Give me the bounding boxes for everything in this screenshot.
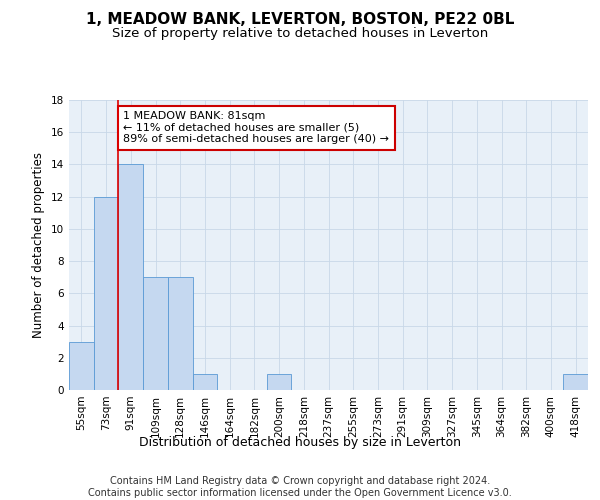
Bar	[267, 374, 292, 390]
Y-axis label: Number of detached properties: Number of detached properties	[32, 152, 46, 338]
Bar	[69, 342, 94, 390]
Text: 1, MEADOW BANK, LEVERTON, BOSTON, PE22 0BL: 1, MEADOW BANK, LEVERTON, BOSTON, PE22 0…	[86, 12, 514, 28]
Bar	[193, 374, 217, 390]
Bar	[563, 374, 588, 390]
Bar	[143, 277, 168, 390]
Text: Size of property relative to detached houses in Leverton: Size of property relative to detached ho…	[112, 28, 488, 40]
Text: Distribution of detached houses by size in Leverton: Distribution of detached houses by size …	[139, 436, 461, 449]
Bar	[118, 164, 143, 390]
Text: Contains HM Land Registry data © Crown copyright and database right 2024.
Contai: Contains HM Land Registry data © Crown c…	[88, 476, 512, 498]
Bar	[168, 277, 193, 390]
Text: 1 MEADOW BANK: 81sqm
← 11% of detached houses are smaller (5)
89% of semi-detach: 1 MEADOW BANK: 81sqm ← 11% of detached h…	[124, 112, 389, 144]
Bar	[94, 196, 118, 390]
